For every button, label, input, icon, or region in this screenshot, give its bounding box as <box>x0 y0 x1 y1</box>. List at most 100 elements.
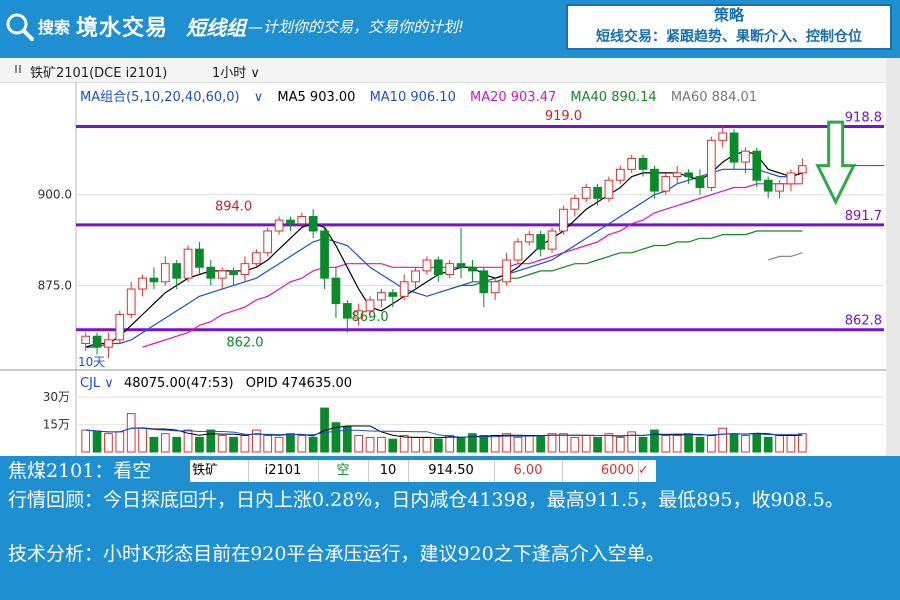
level-label: 918.8 <box>845 110 882 125</box>
logo-sub-text: 搜索 <box>38 18 71 37</box>
ma5-line <box>85 150 803 348</box>
period-select[interactable]: 1小时 ∨ <box>212 62 260 81</box>
candle-body <box>160 263 170 283</box>
volume-bar <box>547 433 557 453</box>
ma-group-label[interactable]: MA组合(5,10,20,40,60,0) ∨ <box>80 90 264 105</box>
opid-value: OPID 474635.00 <box>245 376 353 391</box>
volume-bar <box>92 431 102 453</box>
order-price: 914.50 <box>408 460 495 482</box>
analysis-text: 技术分析：小时K形态目前在920平台承压运行，建议920之下逢高介入空单。 <box>8 543 665 565</box>
title-line: 焦煤2101：看空 <box>8 460 152 482</box>
volume-tick-label: 15万 <box>43 418 70 432</box>
candle-body <box>786 172 796 185</box>
candle-body <box>342 303 352 319</box>
slogan: —计划你的交易，交易你的计划! <box>248 17 465 36</box>
volume-bar <box>468 433 477 453</box>
order-amount: 6000 <box>562 460 639 482</box>
order-name: 铁矿 <box>190 460 249 482</box>
candle-body <box>92 335 102 348</box>
volume-bar <box>593 436 602 453</box>
volume-bar <box>524 435 534 453</box>
volume-indicator-label[interactable]: CJL ∨ <box>80 376 114 391</box>
candle-body <box>399 281 409 297</box>
volume-bar <box>684 433 693 453</box>
candle-body <box>718 132 728 141</box>
date-label: 10天 <box>78 355 105 369</box>
candle-body <box>217 270 227 279</box>
volume-bar <box>308 436 318 453</box>
candle-body <box>468 266 477 272</box>
price-annotation: 894.0 <box>215 199 252 214</box>
volume-tick-label: 30万 <box>43 390 70 404</box>
volume-bar <box>274 436 284 453</box>
price-tick-label: 875.0 <box>38 278 72 292</box>
volume-bar <box>445 435 455 453</box>
order-row[interactable]: 铁矿 i2101 空 10 914.50 6.00 6000 ✓ <box>190 460 656 482</box>
strategy-text: 短线交易：紧跟趋势、果断介入、控制仓位 <box>596 29 862 45</box>
volume-bar <box>388 438 398 453</box>
candle-body <box>263 230 273 254</box>
price-tick-label: 900.0 <box>38 188 72 202</box>
volume-bar <box>627 431 637 453</box>
candle-body <box>149 277 159 283</box>
volume-bar <box>615 436 625 453</box>
candle-body <box>524 234 534 243</box>
volume-bar <box>638 436 648 453</box>
candle-body <box>365 299 375 312</box>
candle-body <box>797 165 807 174</box>
candle-body <box>684 172 693 178</box>
ma20-legend: MA20 903.47 <box>469 90 557 105</box>
volume-bar <box>138 427 147 453</box>
volume-bar <box>399 435 409 453</box>
volume-bar <box>251 429 261 453</box>
candle-body <box>536 234 546 250</box>
candle-body <box>286 219 295 225</box>
candle-body <box>479 270 489 294</box>
candle-body <box>581 186 591 199</box>
candle-body <box>183 248 193 279</box>
price-annotation: 862.0 <box>226 336 263 351</box>
candle-body <box>775 183 784 192</box>
grid-icon[interactable] <box>14 63 24 75</box>
volume-bar <box>786 435 796 453</box>
volume-bar <box>229 436 238 453</box>
volume-bar <box>433 438 443 453</box>
candle-body <box>456 263 466 268</box>
volume-ma-long <box>85 427 803 438</box>
ma60-legend: MA60 884.01 <box>670 90 758 105</box>
volume-bar <box>286 433 295 453</box>
volume-bar <box>422 436 432 453</box>
candle-body <box>638 157 648 170</box>
volume-bar <box>240 435 250 453</box>
volume-bar <box>217 435 227 453</box>
volume-bar <box>718 427 728 453</box>
candle-body <box>377 292 386 301</box>
candle-body <box>274 219 284 232</box>
ma40-legend: MA40 890.14 <box>570 90 657 105</box>
candle-body <box>240 263 250 276</box>
candle-body <box>388 292 398 297</box>
volume-bar <box>172 436 182 453</box>
volume-bar <box>797 433 807 453</box>
volume-bar <box>377 436 386 453</box>
volume-bar <box>456 436 466 453</box>
symbol-label[interactable]: 铁矿2101(DCE i2101) <box>30 66 168 81</box>
chart-scrollbar[interactable] <box>886 58 900 456</box>
volume-bar <box>729 433 739 453</box>
candle-body <box>661 176 671 192</box>
volume-bar <box>695 436 705 453</box>
candle-body <box>593 186 602 199</box>
volume-bar <box>149 436 159 453</box>
header-banner: 搜索 境水交易 短线组 —计划你的交易，交易你的计划! 策略 短线交易：紧跟趋势… <box>0 0 900 56</box>
candle-body <box>729 132 739 163</box>
volume-bar <box>126 413 136 453</box>
candle-body <box>570 197 580 210</box>
ma-legend: MA组合(5,10,20,40,60,0) ∨ MA5 903.00 MA10 … <box>80 86 767 105</box>
volume-bar <box>115 431 125 453</box>
price-annotation: 919.0 <box>545 109 582 124</box>
volume-bar <box>536 435 546 453</box>
order-code: i2101 <box>248 460 319 482</box>
volume-bar <box>354 435 364 453</box>
volume-bar <box>661 435 671 453</box>
volume-bar <box>604 433 614 453</box>
